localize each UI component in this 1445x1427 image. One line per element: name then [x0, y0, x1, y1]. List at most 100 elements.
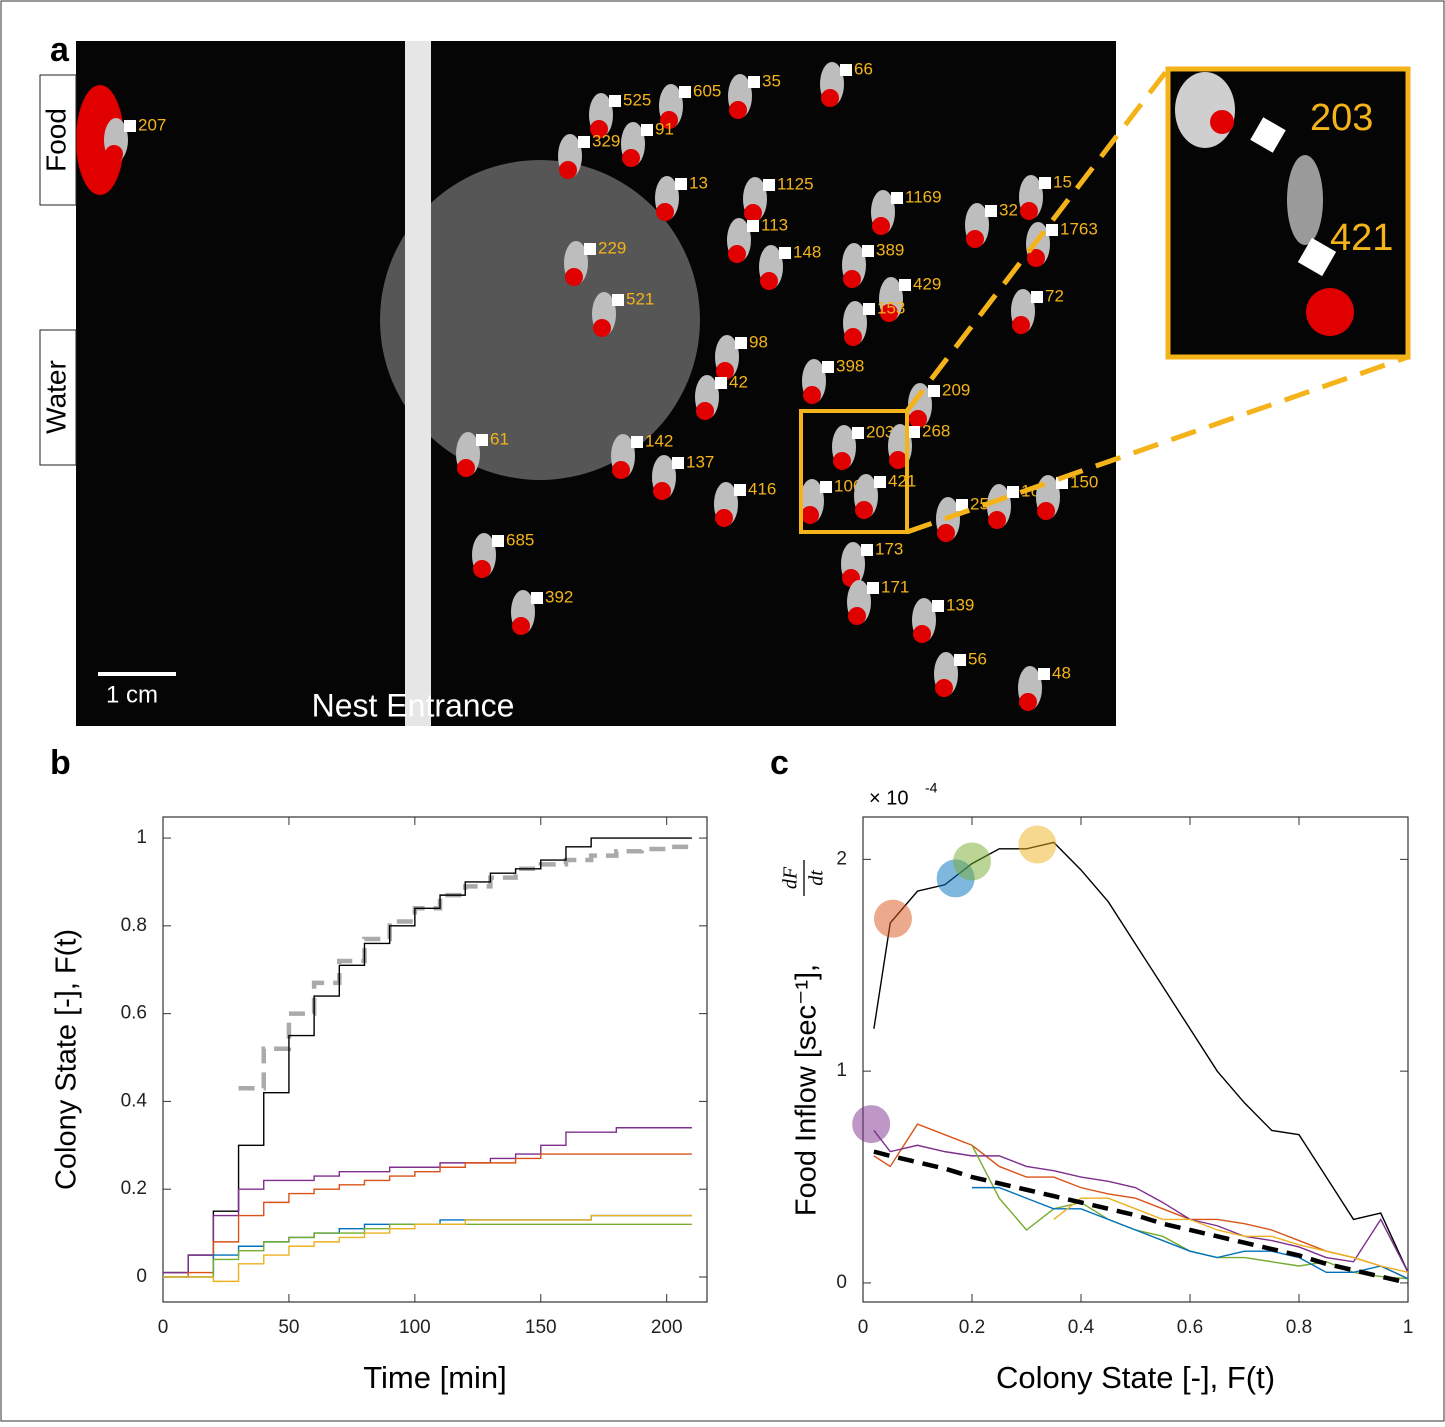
state-marker [873, 899, 912, 938]
ant-tag [1250, 117, 1286, 153]
ant-id: 1763 [1060, 219, 1098, 238]
panel-label: b [50, 744, 71, 782]
ant-tag-red [473, 560, 491, 578]
ant-id: 416 [748, 479, 776, 498]
y-tick-label: 1 [136, 827, 147, 848]
ant-tag [928, 385, 940, 397]
ant-tag [641, 124, 653, 136]
ant-id: 392 [545, 587, 573, 606]
ant-id: 173 [875, 539, 903, 558]
nest-wall [405, 41, 431, 726]
ant-tag [1046, 224, 1058, 236]
state-marker [1018, 825, 1057, 864]
ant-tag-red [803, 386, 821, 404]
entrance-label: Nest Entrance [312, 687, 515, 723]
fraction-denominator: dt [806, 870, 828, 886]
ant-tag-red [1210, 110, 1234, 134]
ant-tag [1007, 486, 1019, 498]
ant-tag [867, 582, 879, 594]
ant-tag-red [716, 362, 734, 380]
x-tick-label: 150 [525, 1317, 557, 1338]
ant-tag [679, 86, 691, 98]
ant-id: 137 [686, 452, 714, 471]
ant-body [1287, 155, 1323, 245]
ant-tag [862, 245, 874, 257]
y-axis-label: Food Inflow [sec⁻¹], [791, 964, 823, 1216]
food-source [76, 85, 124, 195]
inset-ant-id: 421 [1330, 217, 1393, 259]
ant-tag [956, 499, 968, 511]
scale-label: 1 cm [106, 681, 158, 708]
ant-id: 329 [592, 131, 620, 150]
x-tick-label: 0 [158, 1317, 169, 1338]
series-line [1053, 1197, 1409, 1274]
ant-tag [748, 76, 760, 88]
ant-tag [840, 64, 852, 76]
y-tick-label: 0 [136, 1266, 147, 1287]
ant-tag-red [909, 410, 927, 428]
ant-id: 139 [946, 595, 974, 614]
ant-tag [584, 243, 596, 255]
ant-tag-red [833, 452, 851, 470]
series-line [163, 1127, 692, 1274]
water-label: Water [40, 360, 71, 434]
ant-id: 72 [1045, 286, 1064, 305]
ant-tag [891, 192, 903, 204]
zoom-box [799, 409, 909, 534]
ant-tag-red [1020, 202, 1038, 220]
ant-tag [899, 279, 911, 291]
ant-tag-red [1019, 693, 1037, 711]
y-tick-label: 0.4 [121, 1090, 148, 1111]
ant-tag-red [1027, 249, 1045, 267]
ant-id: 1125 [777, 174, 814, 193]
zoom-connector [906, 354, 1409, 535]
y-multiplier-exponent: -4 [925, 780, 938, 796]
ant-id: 389 [876, 240, 904, 259]
ant-tag [1039, 177, 1051, 189]
water-box [39, 329, 77, 466]
panel-label: c [770, 744, 789, 782]
series-line [163, 1153, 692, 1278]
x-tick-label: 100 [399, 1317, 431, 1338]
ant-tag-red [729, 101, 747, 119]
state-marker [953, 842, 991, 881]
ant-tag [734, 484, 746, 496]
ant-tag-red [1306, 288, 1354, 336]
x-tick-label: 1 [1403, 1317, 1414, 1338]
y-tick-label: 0.6 [121, 1003, 147, 1024]
ant-tag-red [966, 230, 984, 248]
ant-id: 1169 [905, 187, 942, 206]
ant-id: 153 [877, 298, 905, 317]
ant-tag-red [889, 451, 907, 469]
ant-tag [672, 457, 684, 469]
ant-tag-red [855, 501, 873, 519]
ant-tag [492, 535, 504, 547]
plot-frame [862, 816, 1409, 1303]
ant-tag-red [937, 524, 955, 542]
ants: 207 525 605 35 66 329 91 13 1125 1169 15 32 1763 229 1… [104, 59, 1098, 711]
ant-tag [779, 247, 791, 259]
ant-tag-red [844, 328, 862, 346]
ant-tag-red [590, 120, 608, 138]
series-line [163, 837, 692, 1274]
ant-id: 113 [761, 215, 788, 234]
ant-tag [763, 179, 775, 191]
food-label: Food [40, 108, 71, 172]
ant-tag-red [593, 319, 611, 337]
ant-tag [609, 95, 621, 107]
ant-id: 209 [942, 380, 970, 399]
x-axis-label: Colony State [-], F(t) [996, 1360, 1275, 1395]
zoom-connector [905, 67, 1170, 413]
series-line [163, 1223, 692, 1278]
ant-tag [1031, 291, 1043, 303]
ant-id: 150 [1070, 472, 1098, 491]
ant-tag-red [565, 268, 583, 286]
y-tick-label: 0.2 [121, 1178, 147, 1199]
ant-tag [852, 427, 864, 439]
series-line [873, 1130, 1409, 1273]
ant-id: 398 [836, 356, 864, 375]
x-tick-label: 0.6 [1177, 1317, 1203, 1338]
x-tick-label: 50 [278, 1317, 299, 1338]
y-multiplier: × 10 [869, 787, 908, 809]
ant-tag [476, 434, 488, 446]
